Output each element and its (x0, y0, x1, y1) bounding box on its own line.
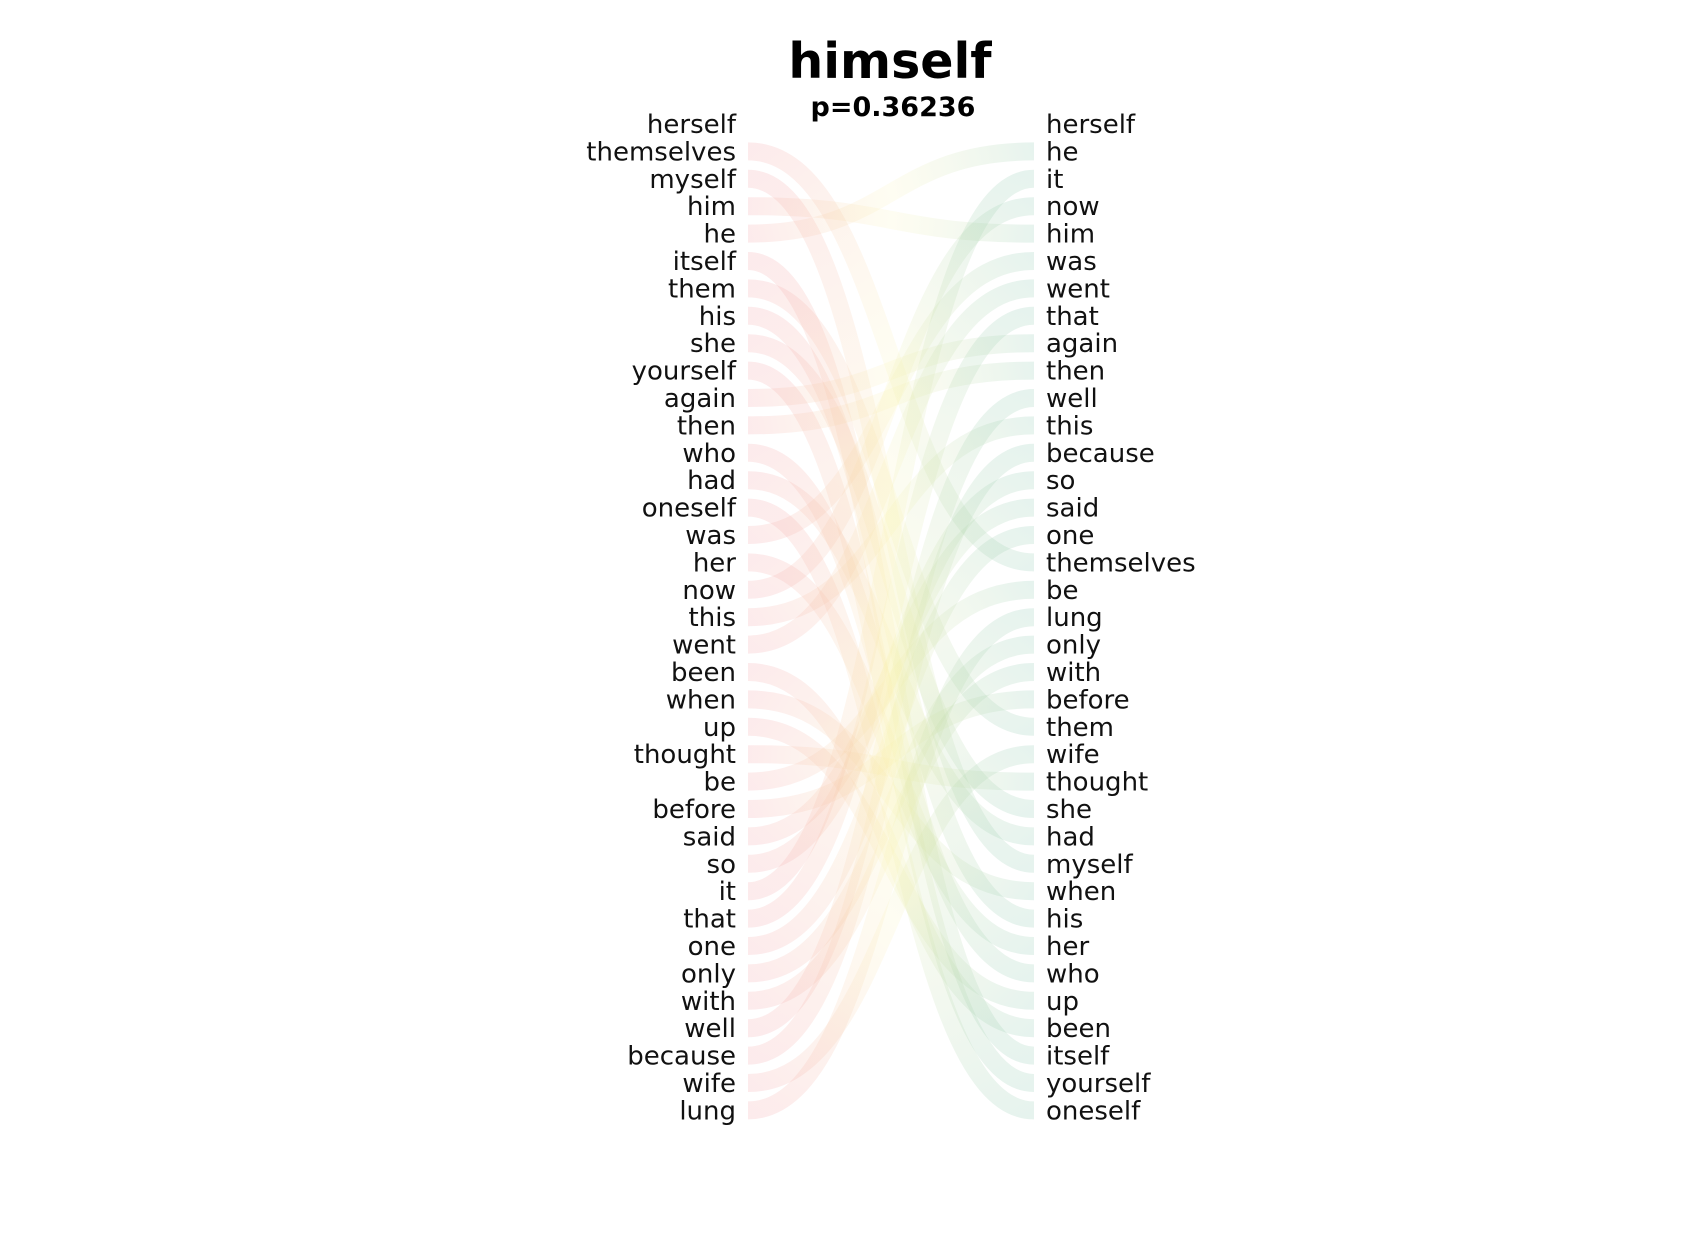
left-word-list: herselfthemselvesmyselfhimheitselfthemhi… (586, 110, 737, 1126)
left-word: he (704, 220, 736, 250)
right-word: now (1046, 192, 1100, 222)
connection-band (747, 389, 1035, 1038)
right-word: it (1046, 165, 1063, 195)
right-word: him (1046, 220, 1095, 250)
left-word: oneself (642, 494, 737, 524)
left-word: his (699, 302, 736, 332)
right-word: with (1046, 658, 1101, 688)
connection-band (746, 169, 1036, 901)
left-word: be (704, 768, 737, 798)
connection-band (747, 279, 1035, 654)
left-word: wife (682, 1069, 736, 1099)
left-word: only (681, 959, 736, 989)
right-word: only (1046, 631, 1101, 661)
left-word: herself (647, 110, 737, 140)
left-word: yourself (632, 357, 737, 387)
right-word: who (1046, 959, 1100, 989)
left-word: because (627, 1042, 736, 1072)
right-word: one (1046, 521, 1094, 551)
left-word: him (687, 192, 736, 222)
left-word: themselves (586, 137, 736, 167)
right-word: be (1046, 576, 1079, 606)
right-word: because (1046, 439, 1155, 469)
connection-band (747, 142, 1035, 572)
right-word: thought (1046, 768, 1148, 798)
right-word: yourself (1046, 1069, 1151, 1099)
right-word: was (1046, 247, 1097, 277)
left-word: thought (634, 740, 736, 770)
right-word: wife (1046, 740, 1100, 770)
left-word: again (664, 384, 736, 414)
left-word: when (666, 685, 736, 715)
left-word: was (685, 521, 736, 551)
right-word-list: herselfheitnowhimwaswentthatagainthenwel… (1046, 110, 1196, 1126)
left-word: itself (673, 247, 737, 277)
right-word: oneself (1046, 1096, 1141, 1126)
right-word: itself (1046, 1042, 1110, 1072)
right-word: well (1046, 384, 1098, 414)
left-word: so (707, 850, 736, 880)
left-word: been (671, 658, 736, 688)
left-word: who (682, 439, 736, 469)
connection-band (747, 745, 1035, 1092)
right-word: been (1046, 1014, 1111, 1044)
left-word: before (652, 795, 736, 825)
right-word: had (1046, 822, 1095, 852)
right-word: this (1046, 411, 1093, 441)
right-word: up (1046, 987, 1079, 1017)
left-word: well (684, 1014, 736, 1044)
connection-band (747, 443, 1035, 1065)
left-word: this (689, 603, 736, 633)
right-word: herself (1046, 110, 1136, 140)
connection-band (747, 142, 1035, 243)
left-word: then (677, 411, 736, 441)
right-word: that (1046, 302, 1099, 332)
right-word: myself (1046, 850, 1133, 880)
left-word: went (672, 631, 736, 661)
left-word: one (688, 932, 736, 962)
left-word: it (719, 877, 736, 907)
left-word: lung (679, 1096, 736, 1126)
left-word: now (682, 576, 736, 606)
right-word: went (1046, 274, 1110, 304)
connection-band (747, 608, 1035, 1120)
right-word: when (1046, 877, 1116, 907)
right-word: said (1046, 494, 1099, 524)
right-word: lung (1046, 603, 1103, 633)
connection-bands (746, 142, 1036, 1120)
left-word: had (687, 466, 736, 496)
chart-title: himself (788, 33, 992, 90)
right-word: she (1046, 795, 1092, 825)
connection-band (747, 635, 1035, 983)
right-word: before (1046, 685, 1130, 715)
right-word: her (1046, 932, 1089, 962)
connection-band (747, 306, 1035, 928)
left-word: that (683, 905, 736, 935)
left-word: up (703, 713, 736, 743)
right-word: his (1046, 905, 1083, 935)
chart-subtitle: p=0.36236 (811, 92, 976, 123)
right-word: them (1046, 713, 1114, 743)
left-word: her (693, 548, 736, 578)
left-word: she (690, 329, 736, 359)
right-word: he (1046, 137, 1078, 167)
right-word: themselves (1046, 548, 1196, 578)
left-word: said (683, 822, 736, 852)
right-word: then (1046, 357, 1105, 387)
right-word: again (1046, 329, 1118, 359)
left-word: myself (649, 165, 736, 195)
left-word: them (668, 274, 736, 304)
left-word: with (681, 987, 736, 1017)
right-word: so (1046, 466, 1075, 496)
